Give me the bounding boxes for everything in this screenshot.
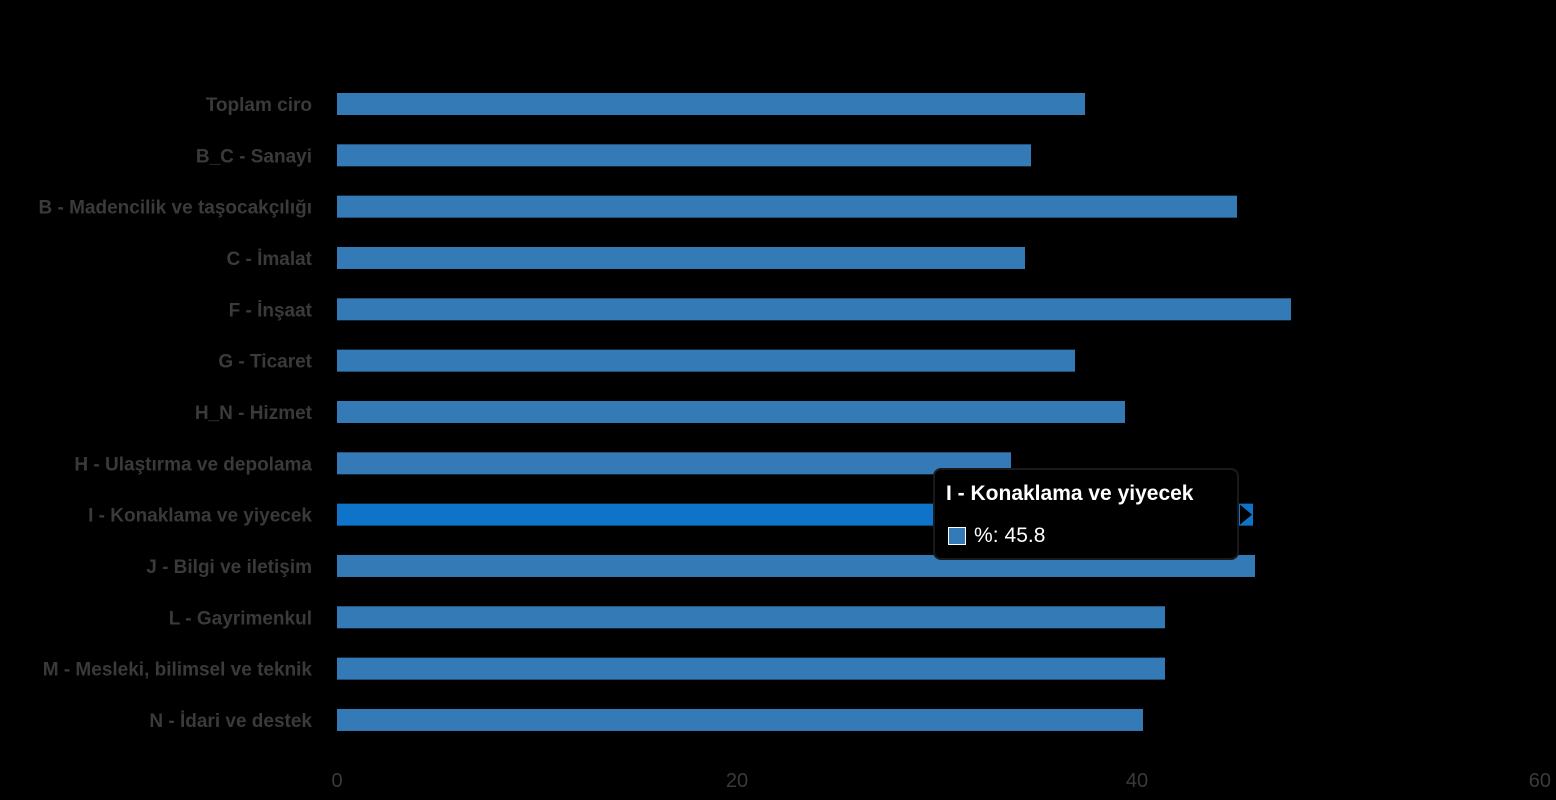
x-tick-label: 40 (1126, 770, 1148, 792)
tooltip-series-swatch (948, 527, 966, 545)
category-label: H_N - Hizmet (195, 403, 313, 424)
category-label: F - İnşaat (229, 300, 313, 321)
category-label: G - Ticaret (218, 352, 312, 373)
tooltip-series-label: % (974, 524, 993, 547)
bar[interactable] (337, 708, 1143, 731)
bar[interactable] (337, 93, 1085, 115)
bar[interactable] (337, 195, 1237, 218)
bar[interactable] (337, 657, 1165, 680)
category-label: M - Mesleki, bilimsel ve teknik (43, 660, 313, 681)
bar[interactable] (337, 298, 1291, 321)
tooltip-value: 45.8 (1004, 524, 1046, 547)
tooltip-row: %:45.8 (948, 524, 1045, 548)
category-label: N - İdari ve destek (149, 711, 312, 732)
category-label: J - Bilgi ve iletişim (146, 557, 312, 578)
x-tick-label: 20 (726, 770, 748, 792)
tooltip-colon: : (992, 524, 999, 547)
category-label: Toplam ciro (206, 95, 312, 116)
category-label: C - İmalat (226, 249, 312, 270)
bar[interactable] (337, 246, 1025, 269)
category-label: I - Konaklama ve yiyecek (88, 506, 312, 527)
bar[interactable] (337, 400, 1125, 423)
chart-tooltip: I - Konaklama ve yiyecek %:45.8 (933, 468, 1239, 560)
tooltip-pointer-icon (1240, 504, 1252, 525)
x-tick-label: 60 (1529, 770, 1551, 792)
bar[interactable] (337, 349, 1075, 372)
tooltip-title: I - Konaklama ve yiyecek (946, 482, 1194, 505)
category-label: B_C - Sanayi (196, 146, 312, 167)
category-label: L - Gayrimenkul (169, 608, 312, 629)
category-label: B - Madencilik ve taşocakçılığı (39, 198, 313, 219)
bar[interactable] (337, 144, 1031, 167)
x-tick-label: 0 (331, 770, 342, 792)
bar[interactable] (337, 452, 1011, 475)
bar[interactable] (337, 554, 1255, 577)
bar[interactable] (337, 606, 1165, 629)
category-label: H - Ulaştırma ve depolama (74, 454, 312, 475)
